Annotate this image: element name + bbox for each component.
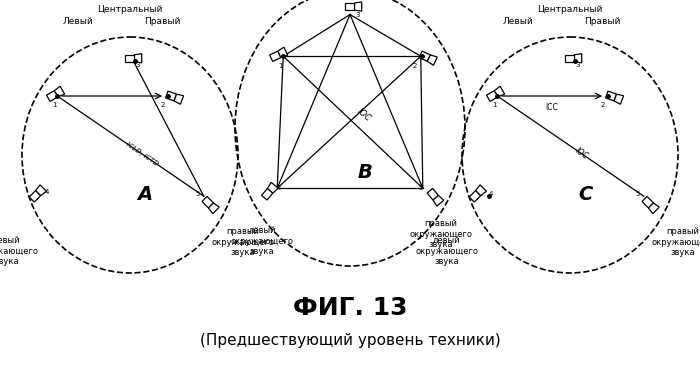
- Polygon shape: [262, 188, 273, 200]
- Text: 3: 3: [356, 12, 360, 18]
- Text: 2: 2: [601, 102, 606, 108]
- Text: правый
окружающего
звука: правый окружающего звука: [211, 227, 274, 257]
- Polygon shape: [46, 91, 58, 101]
- Text: C: C: [578, 186, 592, 205]
- Polygon shape: [125, 55, 134, 62]
- Polygon shape: [475, 185, 486, 195]
- Polygon shape: [648, 203, 659, 214]
- Polygon shape: [55, 86, 64, 97]
- Text: 2: 2: [412, 63, 417, 69]
- Text: ФИГ. 13: ФИГ. 13: [293, 296, 407, 320]
- Polygon shape: [469, 191, 481, 202]
- Text: Центральный: Центральный: [97, 4, 162, 14]
- Text: Правый: Правый: [144, 16, 181, 26]
- Polygon shape: [486, 91, 498, 101]
- Text: 2: 2: [161, 102, 165, 108]
- Text: 4: 4: [489, 191, 493, 197]
- Polygon shape: [174, 94, 183, 104]
- Text: Левый: Левый: [503, 16, 533, 26]
- Text: Правый: Правый: [584, 16, 621, 26]
- Text: 1: 1: [492, 102, 496, 108]
- Polygon shape: [267, 182, 278, 193]
- Polygon shape: [642, 197, 654, 208]
- Text: 5: 5: [195, 191, 200, 197]
- Text: 1: 1: [278, 63, 283, 69]
- Polygon shape: [278, 47, 288, 57]
- Text: левый
окружающего
звука: левый окружающего звука: [231, 226, 294, 256]
- Text: левый
окружающего
звука: левый окружающего звука: [0, 236, 38, 266]
- Text: (Предшествующий уровень техники): (Предшествующий уровень техники): [199, 332, 500, 347]
- Text: левый
окружающего
звука: левый окружающего звука: [416, 236, 479, 266]
- Polygon shape: [566, 55, 575, 62]
- Text: Левый: Левый: [63, 16, 94, 26]
- Text: ICLD, ICTD: ICLD, ICTD: [125, 141, 159, 167]
- Text: IOC: IOC: [574, 146, 590, 162]
- Polygon shape: [575, 54, 582, 63]
- Text: 5: 5: [636, 191, 640, 197]
- Polygon shape: [346, 3, 355, 10]
- Text: B: B: [358, 164, 372, 183]
- Polygon shape: [202, 197, 214, 208]
- Polygon shape: [606, 91, 617, 101]
- Text: Центральный: Центральный: [538, 4, 603, 14]
- Text: ICC: ICC: [545, 104, 558, 112]
- Polygon shape: [419, 51, 430, 61]
- Text: правый
окружающего
звука: правый окружающего звука: [410, 219, 473, 249]
- Text: 3: 3: [136, 62, 140, 68]
- Text: 4: 4: [277, 185, 281, 191]
- Text: 4: 4: [45, 189, 49, 195]
- Polygon shape: [494, 86, 505, 97]
- Text: 1: 1: [52, 102, 57, 108]
- Text: IOC: IOC: [356, 107, 372, 124]
- Polygon shape: [36, 185, 46, 195]
- Polygon shape: [614, 94, 624, 104]
- Text: правый
окружающего
звука: правый окружающего звука: [651, 227, 700, 257]
- Polygon shape: [134, 54, 141, 63]
- Text: A: A: [137, 186, 153, 205]
- Polygon shape: [209, 203, 219, 214]
- Polygon shape: [433, 195, 444, 206]
- Polygon shape: [427, 188, 438, 200]
- Text: 5: 5: [419, 185, 423, 191]
- Polygon shape: [270, 51, 281, 61]
- Text: 3: 3: [575, 62, 580, 68]
- Polygon shape: [29, 191, 41, 202]
- Polygon shape: [428, 55, 438, 65]
- Polygon shape: [165, 91, 176, 101]
- Polygon shape: [355, 2, 362, 11]
